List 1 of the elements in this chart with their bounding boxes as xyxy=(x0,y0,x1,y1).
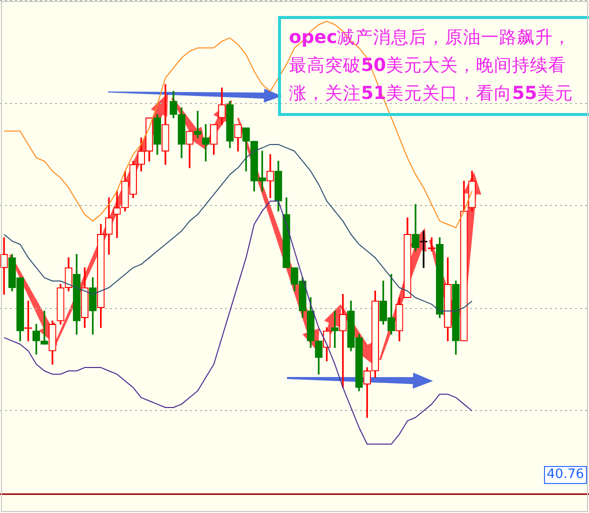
text: 40.76 xyxy=(544,466,587,484)
